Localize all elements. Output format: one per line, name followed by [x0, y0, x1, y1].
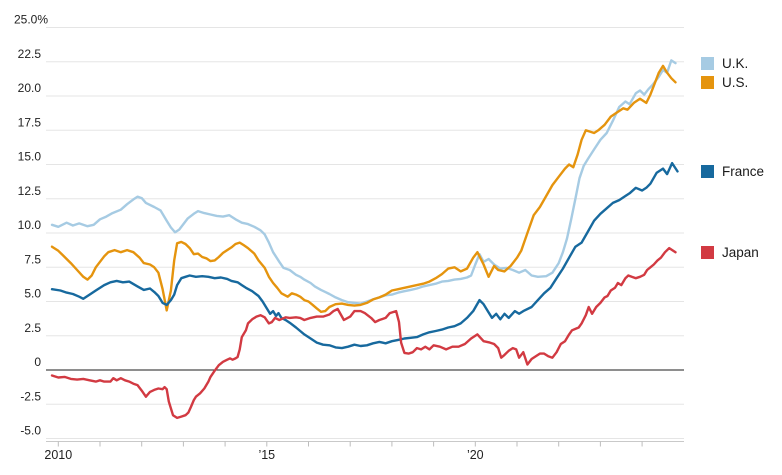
series-line-france	[50, 161, 679, 350]
legend-item-france: France	[701, 163, 764, 179]
legend-swatch-icon	[701, 56, 714, 70]
legend-item-uk: U.K.	[701, 55, 748, 71]
y-axis-label: -2.5	[20, 389, 41, 403]
y-axis-label: 20.0	[18, 81, 42, 95]
y-axis-label: 15.0	[18, 150, 42, 164]
x-axis-label: ’20	[467, 448, 484, 462]
y-axis-label: 17.5	[18, 115, 42, 129]
legend-item-us: U.S.	[701, 74, 748, 90]
y-axis-label: 5.0	[24, 287, 41, 301]
y-axis-label: 7.5	[24, 252, 41, 266]
series-line-japan	[50, 246, 677, 420]
legend-swatch-icon	[701, 245, 714, 259]
legend-item-japan: Japan	[701, 244, 759, 260]
y-axis-label: 2.5	[24, 321, 41, 335]
legend-label: U.K.	[722, 55, 749, 71]
x-axis-label: 2010	[44, 448, 72, 462]
legend-label: France	[722, 163, 765, 179]
y-axis-label: 0	[34, 355, 41, 369]
y-axis-label: 25.0%	[14, 13, 48, 27]
x-axis-label: ’15	[258, 448, 275, 462]
legend-label: Japan	[722, 244, 759, 260]
y-axis-label: 12.5	[18, 184, 42, 198]
y-axis-label: 10.0	[18, 218, 42, 232]
legend-swatch-icon	[701, 164, 714, 178]
legend-label: U.S.	[722, 74, 749, 90]
series-line-us	[50, 64, 677, 313]
y-axis-label: -5.0	[20, 424, 41, 438]
legend-swatch-icon	[701, 75, 714, 89]
y-axis-label: 22.5	[18, 47, 42, 61]
